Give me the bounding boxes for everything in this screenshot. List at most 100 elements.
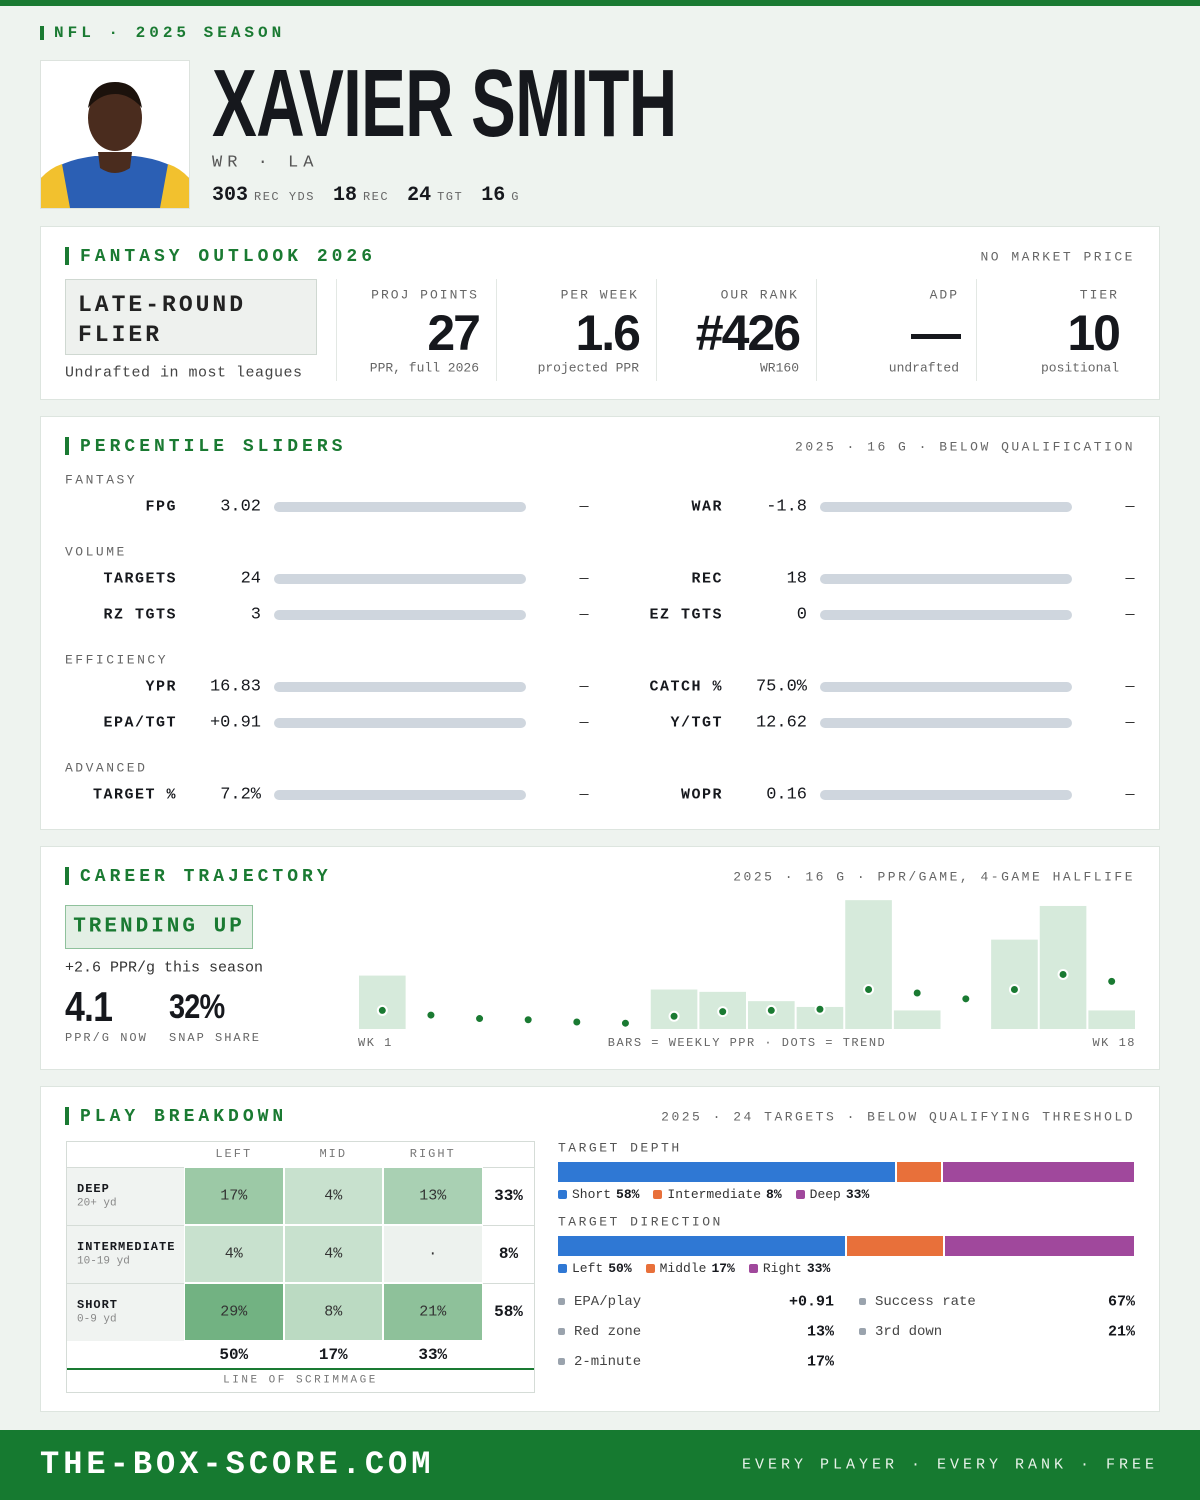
slider-label: Y/TGT: [670, 714, 723, 732]
grid-cell-value: 4%: [324, 1187, 343, 1205]
metric-label: 3rd down: [875, 1324, 943, 1340]
metric-label: OUR RANK: [720, 287, 799, 303]
legend-swatch: [795, 1190, 805, 1199]
row-name: DEEP: [77, 1182, 110, 1196]
stack-title: TARGET DEPTH: [558, 1140, 682, 1156]
metric-divider: [816, 279, 817, 381]
jersey: [41, 156, 189, 208]
grid-cell: [184, 1283, 284, 1341]
header-stat: 18 REC: [333, 184, 389, 207]
metric-bullet: [859, 1328, 866, 1335]
slider-track: [274, 610, 526, 620]
trajectory-card: CAREER TRAJECTORY 2025 · 16 G · PPR/GAME,…: [40, 846, 1160, 1070]
slider-value: 0.16: [766, 785, 807, 805]
legend-name: Short: [572, 1187, 612, 1202]
badge-note: Undrafted in most leagues: [65, 364, 303, 382]
weekly-bar: [845, 900, 892, 1029]
outlook-badge: LATE-ROUND FLIER: [65, 279, 317, 355]
section-note: 2025 · 16 G · BELOW QUALIFICATION: [795, 439, 1135, 455]
trend-dot: [1106, 975, 1118, 987]
grid-cell-value: 17%: [220, 1187, 248, 1205]
league-mark: [40, 26, 44, 40]
section-title: CAREER TRAJECTORY: [80, 867, 332, 887]
metric-label: Success rate: [875, 1294, 976, 1310]
hair: [88, 82, 142, 108]
legend-name: Right: [762, 1261, 802, 1276]
metric-bullet: [558, 1328, 565, 1335]
section-mark: [65, 867, 69, 885]
player-position: WR · LA: [212, 153, 319, 173]
legend-value: 50%: [608, 1261, 632, 1276]
stat-label: G: [511, 190, 520, 204]
weekly-bar: [796, 1006, 844, 1029]
group-label: VOLUME: [65, 544, 127, 560]
row-range: 20+ yd: [77, 1197, 117, 1210]
legend-item: Short 58%: [558, 1187, 639, 1202]
grid-cell: [383, 1225, 483, 1283]
trend-dot: [960, 993, 972, 1005]
slider-percentile: —: [579, 570, 589, 588]
head: [88, 85, 142, 151]
section-mark: [65, 437, 69, 455]
metric-label: 2-minute: [574, 1354, 642, 1370]
trend-dot: [1057, 968, 1069, 980]
trend-dot: [522, 1014, 534, 1026]
slider-percentile: —: [1125, 786, 1135, 804]
row-total: 58%: [494, 1303, 523, 1321]
metric-value: 10: [1067, 305, 1121, 361]
row-range: 0-9 yd: [77, 1313, 117, 1326]
slider-percentile: —: [1125, 606, 1135, 624]
legend-swatch: [558, 1264, 567, 1273]
stat-value: 24: [407, 184, 432, 207]
trend-stat-label: SNAP SHARE: [169, 1031, 262, 1045]
metric-divider: [656, 279, 657, 381]
column-header: LEFT: [215, 1147, 253, 1161]
slider-value: 7.2%: [220, 785, 261, 805]
stat-label: TGT: [437, 190, 464, 204]
slider-value: +0.91: [209, 713, 261, 733]
metric-label: EPA/play: [574, 1294, 642, 1310]
slider-track: [274, 574, 526, 584]
legend-value: 33%: [845, 1187, 870, 1202]
metric-value: 67%: [1107, 1293, 1135, 1311]
slider-percentile: —: [1125, 678, 1135, 696]
slider-track: [274, 718, 526, 728]
trend-dot: [571, 1016, 583, 1028]
row-name-cell: [67, 1167, 184, 1225]
row-total-cell: [482, 1283, 535, 1341]
trend-dot: [474, 1013, 486, 1025]
stack-segment: [943, 1162, 1134, 1182]
grid-cell-value: 8%: [324, 1303, 343, 1321]
slider-value: 3: [250, 605, 261, 625]
trend-stat-value: 4.1: [65, 983, 113, 1030]
trend-dot: [814, 1003, 826, 1015]
metric-bullet: [859, 1298, 866, 1305]
slider-track: [820, 610, 1072, 620]
header-stat: 16 G: [481, 184, 520, 207]
section-mark: [65, 1107, 69, 1125]
metric-divider: [336, 279, 337, 381]
slider-percentile: —: [579, 678, 589, 696]
slider-label: RZ TGTS: [103, 606, 177, 624]
slider-label: YPR: [145, 678, 177, 696]
slider-value: 24: [240, 569, 261, 589]
grid-cell-value: 29%: [220, 1303, 248, 1321]
legend-name: Middle: [659, 1261, 707, 1276]
column-total: 33%: [418, 1346, 448, 1364]
stack-legend: Short 58% Intermediate 8% Deep 33%: [558, 1187, 869, 1202]
stat-value: 303: [212, 184, 249, 207]
slider-label: TARGETS: [103, 570, 177, 588]
metric-label: Red zone: [574, 1324, 642, 1340]
group-label: EFFICIENCY: [65, 652, 169, 668]
footer: THE-BOX-SCORE.COM EVERY PLAYER · EVERY RA…: [0, 1430, 1200, 1500]
column-header: MID: [319, 1147, 348, 1161]
column-total: 17%: [318, 1346, 348, 1364]
slider-value: 16.83: [209, 677, 261, 697]
slider-percentile: —: [1125, 498, 1135, 516]
section-note: 2025 · 16 G · PPR/GAME, 4-GAME HALFLIFE: [733, 869, 1135, 885]
trend-badge: TRENDING UP: [65, 905, 253, 949]
sliders-card: PERCENTILE SLIDERS 2025 · 16 G · BELOW QU…: [40, 416, 1160, 830]
slider-label: WOPR: [680, 786, 723, 804]
